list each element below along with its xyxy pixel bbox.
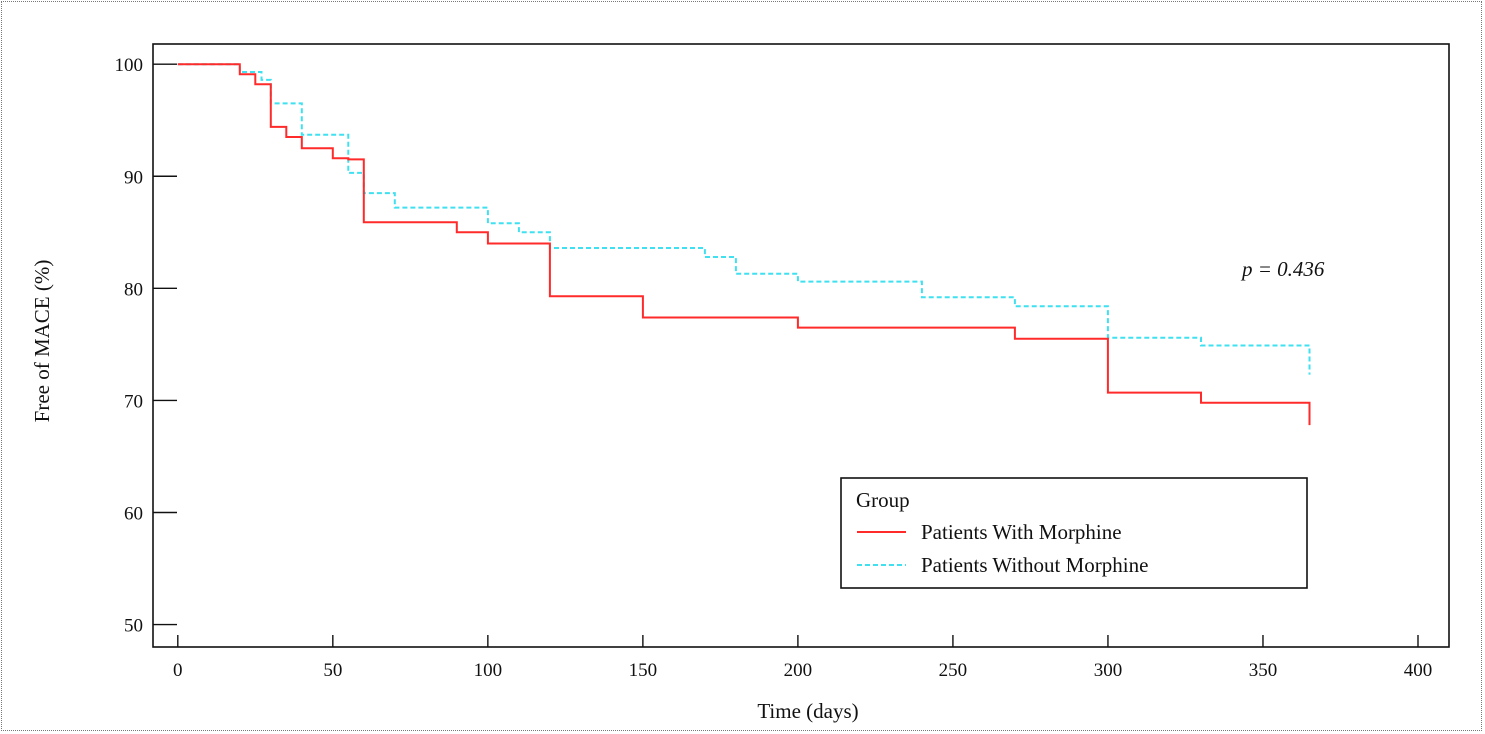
x-tick-label: 100	[474, 660, 503, 681]
y-tick-label: 50	[124, 616, 143, 637]
y-axis: 50 60 70 80 90 100	[115, 55, 177, 637]
x-tick-label: 350	[1249, 660, 1278, 681]
x-axis-title: Time (days)	[757, 699, 858, 723]
x-tick-label: 400	[1404, 660, 1433, 681]
series-layer	[177, 63, 1311, 426]
x-tick-label: 0	[173, 660, 183, 681]
x-tick-label: 250	[939, 660, 968, 681]
y-tick-label: 70	[124, 391, 143, 412]
legend-box	[840, 477, 1308, 589]
y-tick-label: 80	[124, 279, 143, 300]
x-tick-label: 150	[629, 660, 658, 681]
y-tick-label: 100	[115, 55, 144, 76]
series-line-with-morphine	[177, 63, 1311, 426]
x-axis: 0 50 100 150 200 250 300 350 400	[173, 635, 1432, 681]
series-line-without-morphine	[177, 63, 1311, 375]
y-tick-label: 60	[124, 504, 143, 525]
legend-label-with-morphine: Patients With Morphine	[921, 520, 1122, 544]
legend-label-without-morphine: Patients Without Morphine	[921, 553, 1148, 577]
plot-area	[152, 43, 1450, 648]
p-value-annotation: p = 0.436	[1240, 257, 1325, 281]
legend-title: Group	[856, 488, 910, 512]
y-axis-title: Free of MACE (%)	[30, 260, 54, 423]
x-tick-label: 50	[323, 660, 342, 681]
x-tick-label: 300	[1094, 660, 1123, 681]
legend: Group Patients With Morphine Patients Wi…	[840, 477, 1308, 589]
y-tick-label: 90	[124, 167, 143, 188]
x-tick-label: 200	[784, 660, 813, 681]
